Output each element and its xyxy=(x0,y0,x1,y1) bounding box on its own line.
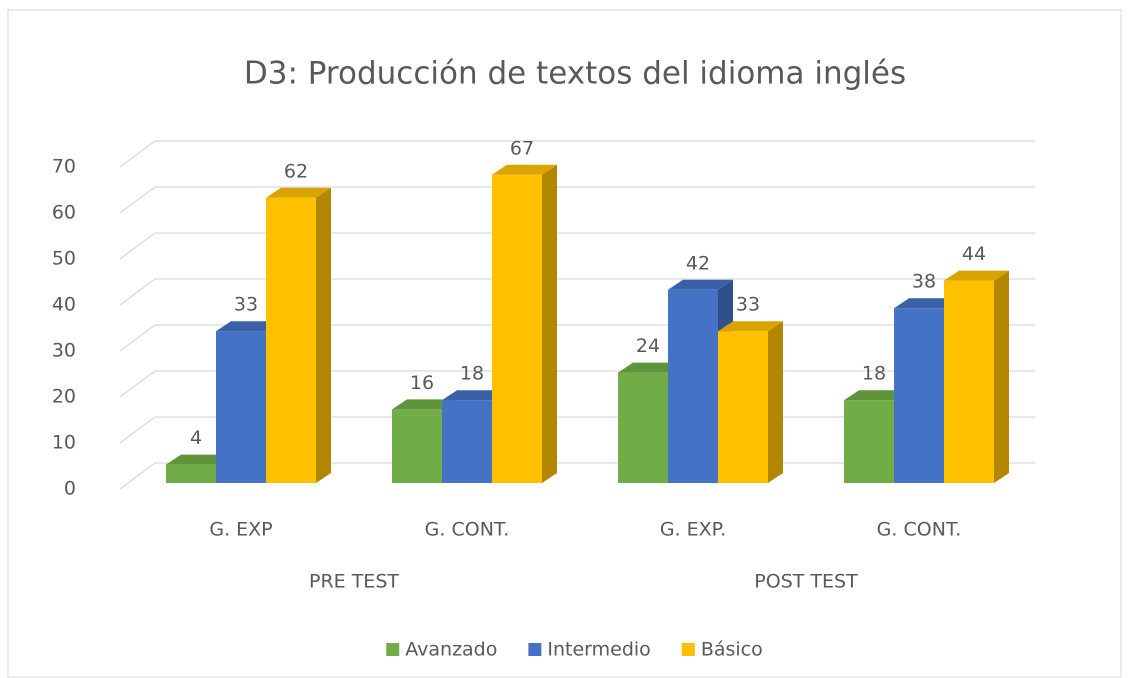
bar-top xyxy=(392,399,457,410)
bar-side xyxy=(994,270,1009,483)
bar-side xyxy=(316,187,331,484)
legend-label: Intermedio xyxy=(547,639,650,661)
y-tick-label: 40 xyxy=(52,294,76,316)
bar-front xyxy=(216,331,266,483)
x-tick-label: G. CONT. xyxy=(425,519,510,541)
y-tick-label: 70 xyxy=(52,156,76,178)
bar-top xyxy=(266,187,331,198)
grid-line xyxy=(119,186,1035,214)
bar-front xyxy=(944,280,994,483)
value-label: 44 xyxy=(962,243,986,265)
value-label: 38 xyxy=(912,271,936,293)
bar xyxy=(492,164,557,484)
value-label: 33 xyxy=(234,294,258,316)
bar xyxy=(944,270,1009,483)
value-label: 33 xyxy=(736,294,760,316)
value-label: 18 xyxy=(460,363,484,385)
group-label: PRE TEST xyxy=(309,571,399,593)
y-tick-label: 0 xyxy=(64,478,76,500)
bar xyxy=(266,187,331,484)
x-tick-label: G. EXP xyxy=(209,519,272,541)
bar-front xyxy=(844,400,894,483)
grid-line xyxy=(119,232,1035,260)
bar-side xyxy=(768,321,783,483)
bar-top xyxy=(718,321,783,332)
grid-line xyxy=(119,278,1035,306)
legend-swatch xyxy=(528,643,542,656)
legend-label: Básico xyxy=(701,639,763,661)
y-tick-label: 50 xyxy=(52,248,76,270)
bar-top xyxy=(166,454,231,465)
bar-top xyxy=(844,390,909,401)
bar-front xyxy=(894,308,944,483)
legend-swatch xyxy=(386,643,400,656)
value-label: 16 xyxy=(410,372,434,394)
chart-title: D3: Producción de textos del idioma ingl… xyxy=(244,56,906,92)
y-tick-label: 30 xyxy=(52,340,76,362)
x-tick-label: G. CONT. xyxy=(877,519,962,541)
y-tick-label: 10 xyxy=(52,432,76,454)
y-tick-label: 20 xyxy=(52,386,76,408)
value-label: 18 xyxy=(862,363,886,385)
bar-top xyxy=(618,362,683,373)
grid-line xyxy=(119,140,1035,168)
value-label: 24 xyxy=(636,335,660,357)
bar-front xyxy=(392,409,442,483)
value-label: 67 xyxy=(510,137,534,159)
bar-front xyxy=(668,289,718,483)
legend-label: Avanzado xyxy=(405,639,497,661)
bar-front xyxy=(618,372,668,483)
x-tick-label: G. EXP. xyxy=(660,519,726,541)
bar-top xyxy=(216,321,281,332)
value-label: 42 xyxy=(686,252,710,274)
y-tick-label: 60 xyxy=(52,202,76,224)
bar-side xyxy=(542,164,557,484)
bar-top xyxy=(668,279,733,290)
bar-front xyxy=(266,197,316,484)
legend-swatch xyxy=(681,643,695,656)
value-label: 62 xyxy=(284,160,308,182)
bar-front xyxy=(442,400,492,483)
value-label: 4 xyxy=(190,427,202,449)
bar-front xyxy=(166,464,216,483)
bar-top xyxy=(894,298,959,309)
bar-top xyxy=(492,164,557,175)
bar-top xyxy=(944,270,1009,281)
group-label: POST TEST xyxy=(754,571,858,593)
bar-front xyxy=(718,331,768,483)
bar xyxy=(718,321,783,483)
bar-top xyxy=(442,390,507,401)
bar-front xyxy=(492,174,542,484)
